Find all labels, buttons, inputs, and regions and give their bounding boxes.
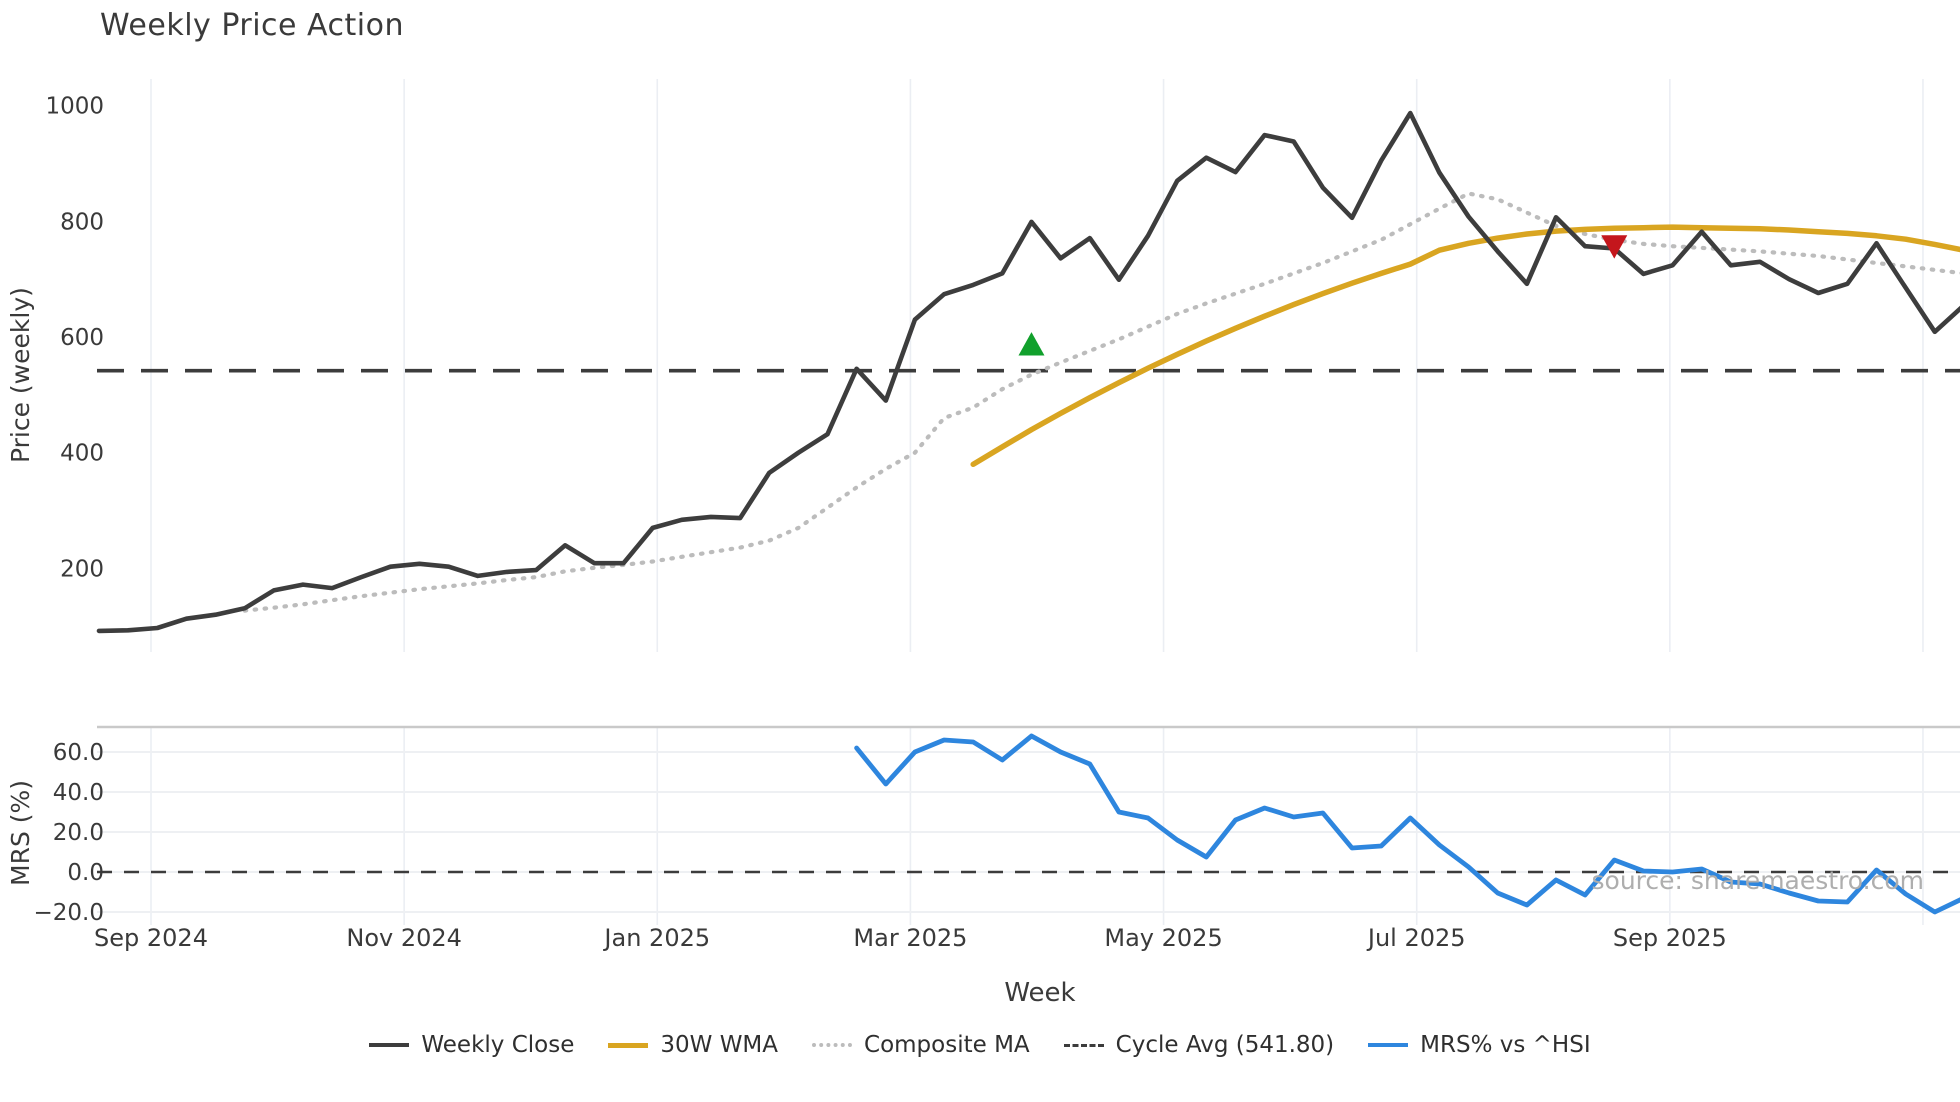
xtick-label: Jul 2025	[1366, 924, 1466, 952]
legend-item-2: Composite MA	[812, 1032, 1030, 1058]
xtick-label: May 2025	[1104, 924, 1222, 952]
mrs-ytick-label: 20.0	[53, 820, 104, 846]
main-ytick-label: 800	[60, 209, 104, 235]
main-ytick-label: 1000	[45, 94, 104, 120]
legend-swatch-dotted	[812, 1043, 853, 1047]
mrs-panel-series	[854, 733, 1960, 915]
xtick-label: Mar 2025	[853, 924, 967, 952]
legend: Weekly Close 30W WMA Composite MA Cycle Avg…	[0, 1032, 1960, 1058]
xtick-label: Nov 2024	[346, 924, 462, 952]
legend-item-1: 30W WMA	[608, 1032, 778, 1058]
signal-markers	[1018, 235, 1628, 356]
legend-label: Weekly Close	[421, 1032, 575, 1058]
legend-item-4: MRS% vs ^HSI	[1368, 1032, 1591, 1058]
mrs-ytick-label: 60.0	[53, 740, 104, 766]
main-y-axis-label: Price (weekly)	[6, 287, 35, 463]
composite-ma-line	[242, 191, 1960, 613]
main-ytick-label: 400	[60, 441, 104, 467]
month-gridlines	[150, 79, 1924, 925]
main-ytick-label: 600	[60, 325, 104, 351]
legend-item-3: Cycle Avg (541.80)	[1063, 1032, 1335, 1058]
buy-signal-marker	[1018, 332, 1045, 356]
sell-signal-marker	[1601, 235, 1628, 259]
legend-swatch-solid	[1368, 1043, 1409, 1047]
chart-title: Weekly Price Action	[100, 8, 404, 43]
mrs-line	[854, 733, 1960, 915]
x-axis-label: Week	[1004, 978, 1076, 1008]
source-watermark: source: sharemaestro.com	[1591, 866, 1925, 895]
wma-30w-line	[970, 224, 1960, 468]
mrs-ytick-label: −20.0	[34, 900, 104, 926]
legend-item-0: Weekly Close	[369, 1032, 574, 1058]
legend-label: Cycle Avg (541.80)	[1115, 1032, 1335, 1058]
mrs-ytick-label: 40.0	[53, 780, 104, 806]
xtick-label: Sep 2025	[1613, 924, 1727, 952]
mrs-ytick-label: 0.0	[67, 860, 104, 886]
weekly-close-line	[96, 110, 1960, 634]
legend-swatch-solid	[608, 1042, 649, 1048]
mrs-y-axis-label: MRS (%)	[6, 779, 35, 886]
xtick-label: Sep 2024	[94, 924, 208, 952]
legend-label: Composite MA	[864, 1032, 1030, 1058]
legend-swatch-dashed	[1063, 1043, 1104, 1047]
legend-label: MRS% vs ^HSI	[1420, 1032, 1591, 1058]
legend-label: 30W WMA	[660, 1032, 779, 1058]
legend-swatch-solid	[369, 1043, 410, 1047]
main-panel-series	[96, 110, 1960, 634]
main-ytick-label: 200	[60, 556, 104, 582]
xtick-label: Jan 2025	[602, 924, 710, 952]
